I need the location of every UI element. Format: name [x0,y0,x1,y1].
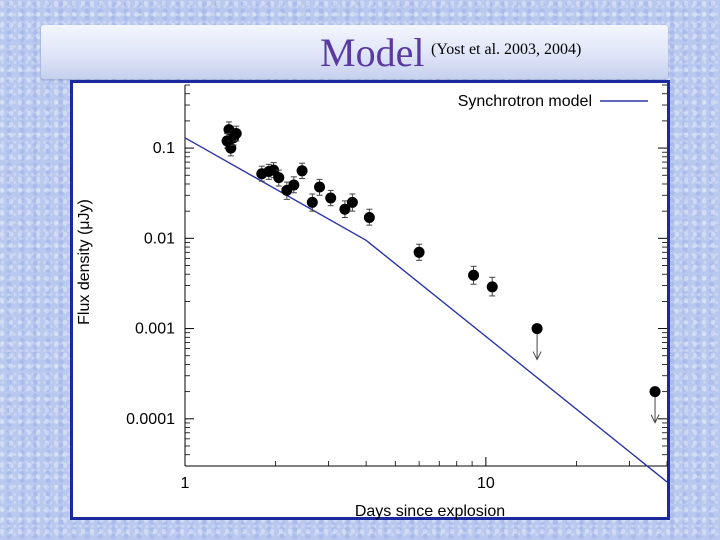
plot-area [184,85,667,467]
data-point [486,281,498,293]
data-point [306,196,318,208]
legend: Synchrotron model [458,93,648,110]
slide-title: Model [320,30,425,75]
y-tick-label: 0.001 [135,321,175,338]
upper-limit-point [531,323,543,335]
data-point [325,192,337,204]
x-tick-label: 10 [477,475,495,492]
data-point [273,172,285,184]
upper-limit-point [649,386,661,398]
model-curve-group [184,137,668,483]
data-point [468,269,480,281]
data-point [230,128,242,140]
data-point [314,181,326,193]
data-point [296,165,308,177]
data-point [288,179,300,191]
tick-marks [184,84,668,467]
y-tick-label: 0.01 [144,230,175,247]
slide-citation: (Yost et al. 2003, 2004) [431,41,582,58]
plot-frame [70,80,670,520]
data-points [221,121,661,424]
data-point [339,203,351,215]
legend-label: Synchrotron model [458,93,592,110]
synchrotron-model-line [184,137,668,483]
title-bar [41,25,668,79]
upper-limit-arrow-head [532,351,542,361]
upper-limit-arrow-head [650,414,660,424]
data-point [225,142,237,154]
x-tick-label: 1 [181,475,190,492]
data-point [363,212,375,224]
y-axis-label: Flux density (μJy) [76,199,93,325]
y-tick-label: 0.1 [153,140,175,157]
data-point [346,196,358,208]
data-point [413,246,425,258]
y-tick-label: 0.0001 [126,411,175,428]
tick-labels: 0.1 0.01 0.001 0.0001 1 10 [126,140,495,492]
x-axis-label: Days since explosion [355,503,505,520]
